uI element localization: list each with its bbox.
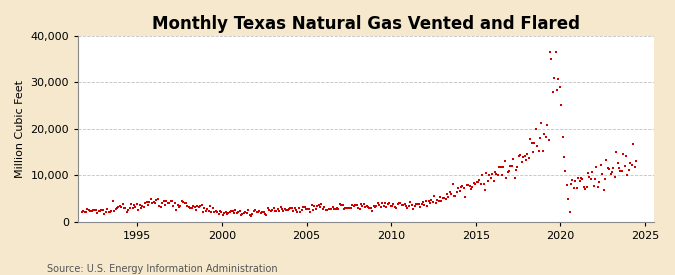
Title: Monthly Texas Natural Gas Vented and Flared: Monthly Texas Natural Gas Vented and Fla… (152, 15, 580, 33)
Text: Source: U.S. Energy Information Administration: Source: U.S. Energy Information Administ… (47, 264, 278, 274)
Y-axis label: Million Cubic Feet: Million Cubic Feet (15, 80, 25, 178)
